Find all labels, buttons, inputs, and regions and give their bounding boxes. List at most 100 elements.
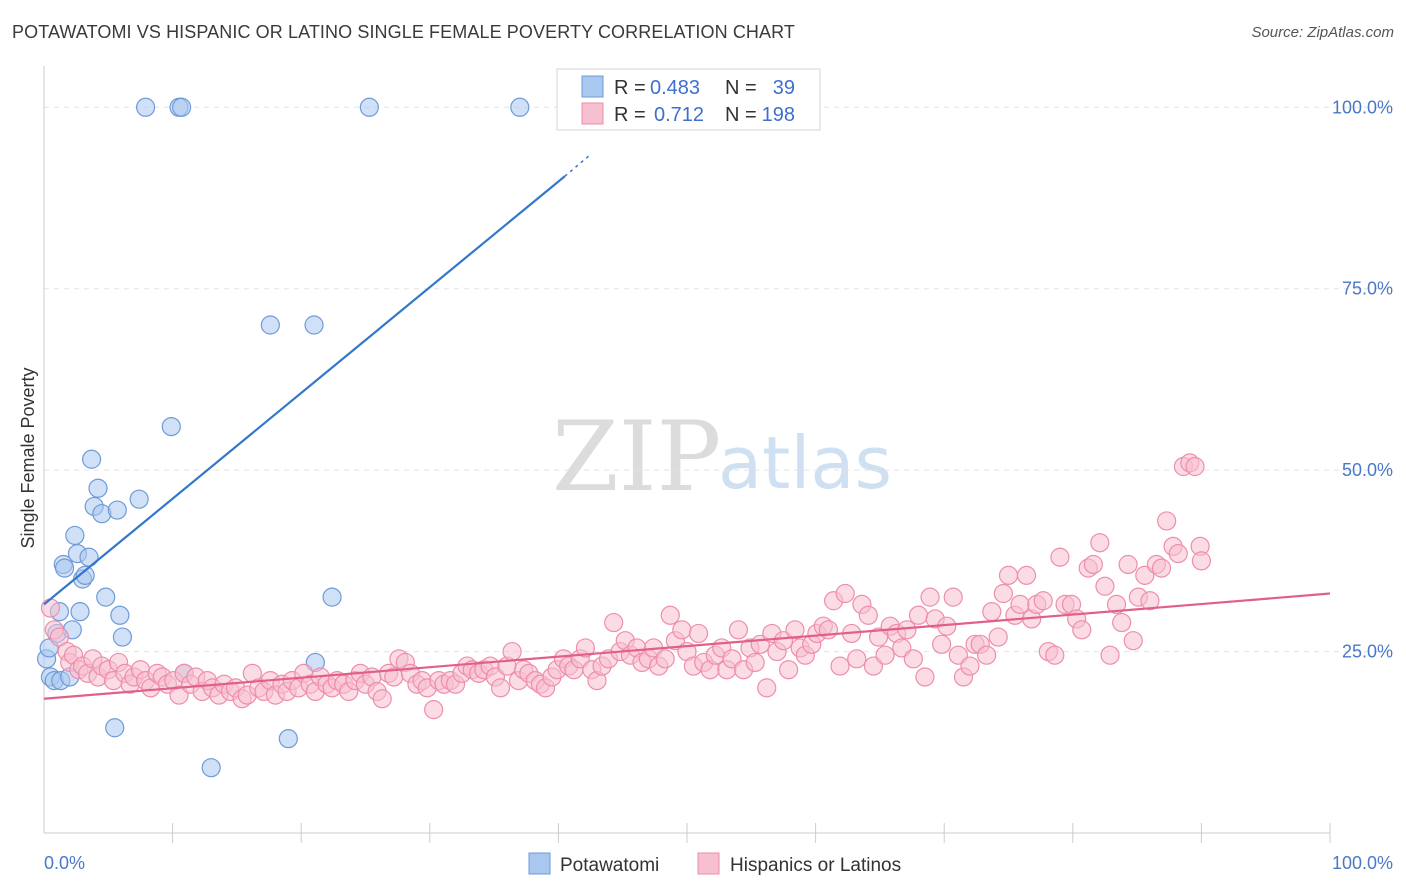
data-point [982,602,1002,622]
data-point [510,97,530,117]
series-legend-hispanics: Hispanics or Latinos [730,855,901,876]
data-point [1168,543,1188,564]
data-point [1090,533,1110,553]
legend-n-label: N = [725,77,757,99]
series-legend-swatch-hispanics [697,852,720,875]
data-point [1095,576,1115,596]
series-legend: Potawatomi Hispanics or Latinos [528,852,901,876]
data-point [960,656,980,676]
data-point [1045,645,1065,665]
data-point [81,449,102,469]
series-legend-swatch-potawatomi [528,852,551,875]
data-point [359,97,379,117]
data-point [65,525,85,546]
grid-lines [44,106,1390,653]
data-point [778,660,799,680]
data-point [112,627,133,647]
data-point [920,587,940,607]
data-point [858,605,878,625]
data-point [96,587,116,607]
data-point [897,620,917,640]
data-point [988,627,1008,647]
data-point [757,678,777,698]
data-point [105,718,125,738]
trend-lines [43,153,1331,700]
data-point [135,97,156,117]
data-point [1072,620,1092,640]
data-point [1010,594,1030,615]
data-point [915,667,935,687]
data-point [88,478,108,498]
data-point [1140,591,1160,611]
data-point [260,315,280,335]
legend-box: R = 0.483 N = 39 R = 0.712 N = 198 [556,68,821,131]
y-tick-label: 75.0% [1342,279,1393,299]
data-point [943,587,963,607]
data-point [993,583,1013,604]
data-point [1016,565,1037,585]
data-point [129,489,149,509]
data-point [908,605,929,625]
legend-n-value: 198 [762,104,795,126]
data-point [1123,631,1143,651]
data-point [322,587,342,607]
data-point [830,656,850,676]
data-point [977,645,997,665]
data-point [1151,558,1172,578]
data-point [304,315,324,335]
data-point [1157,511,1177,531]
y-axis-label: Single Female Poverty [18,367,38,548]
legend-r-label: R = [614,77,646,99]
data-point [847,649,867,669]
data-point [672,620,692,640]
legend-r-label: R = [614,104,646,126]
data-point [490,678,511,698]
data-point [688,623,709,644]
trend-line-potawatomi-extension [564,153,592,177]
watermark-zip: ZIP [552,401,721,513]
data-point [728,620,749,640]
data-point [660,605,680,625]
data-point [998,565,1019,585]
data-point [1112,612,1132,633]
data-point [1033,591,1053,611]
data-point [110,605,130,625]
trend-line-hispanics [43,592,1331,700]
data-point [70,602,90,622]
data-point [745,652,765,673]
y-tick-label: 100.0% [1332,97,1393,117]
data-point [903,649,923,669]
data-point [424,700,444,720]
data-point [1118,554,1138,575]
data-point [40,598,61,618]
x-tick-labels: 0.0% 100.0% [44,853,1393,873]
chart-title: POTAWATOMI VS HISPANIC OR LATINO SINGLE … [12,22,796,42]
axes [43,66,1331,843]
data-point [875,645,895,665]
data-point [75,565,95,585]
legend-r-value: 0.483 [650,77,700,99]
trend-line-potawatomi [43,175,566,606]
watermark-atlas: atlas [718,421,892,505]
y-tick-label: 25.0% [1342,642,1393,662]
legend-n-label: N = [725,104,757,126]
data-point [1185,456,1205,477]
y-tick-labels: 25.0% 50.0% 75.0% 100.0% [1332,97,1393,661]
series-legend-potawatomi: Potawatomi [560,855,659,876]
data-point [54,558,75,578]
data-point [655,649,675,669]
legend-swatch-hispanics [581,102,604,125]
data-point [1106,594,1127,615]
x-tick-label: 0.0% [44,853,85,873]
data-point [278,729,298,749]
data-point [604,612,624,633]
legend-swatch-potawatomi [581,75,604,98]
data-point [172,97,192,117]
data-point [932,634,952,654]
data-points [36,97,1212,778]
data-point [575,638,596,658]
data-point [835,583,855,604]
data-point [107,500,127,520]
data-point [201,758,221,778]
